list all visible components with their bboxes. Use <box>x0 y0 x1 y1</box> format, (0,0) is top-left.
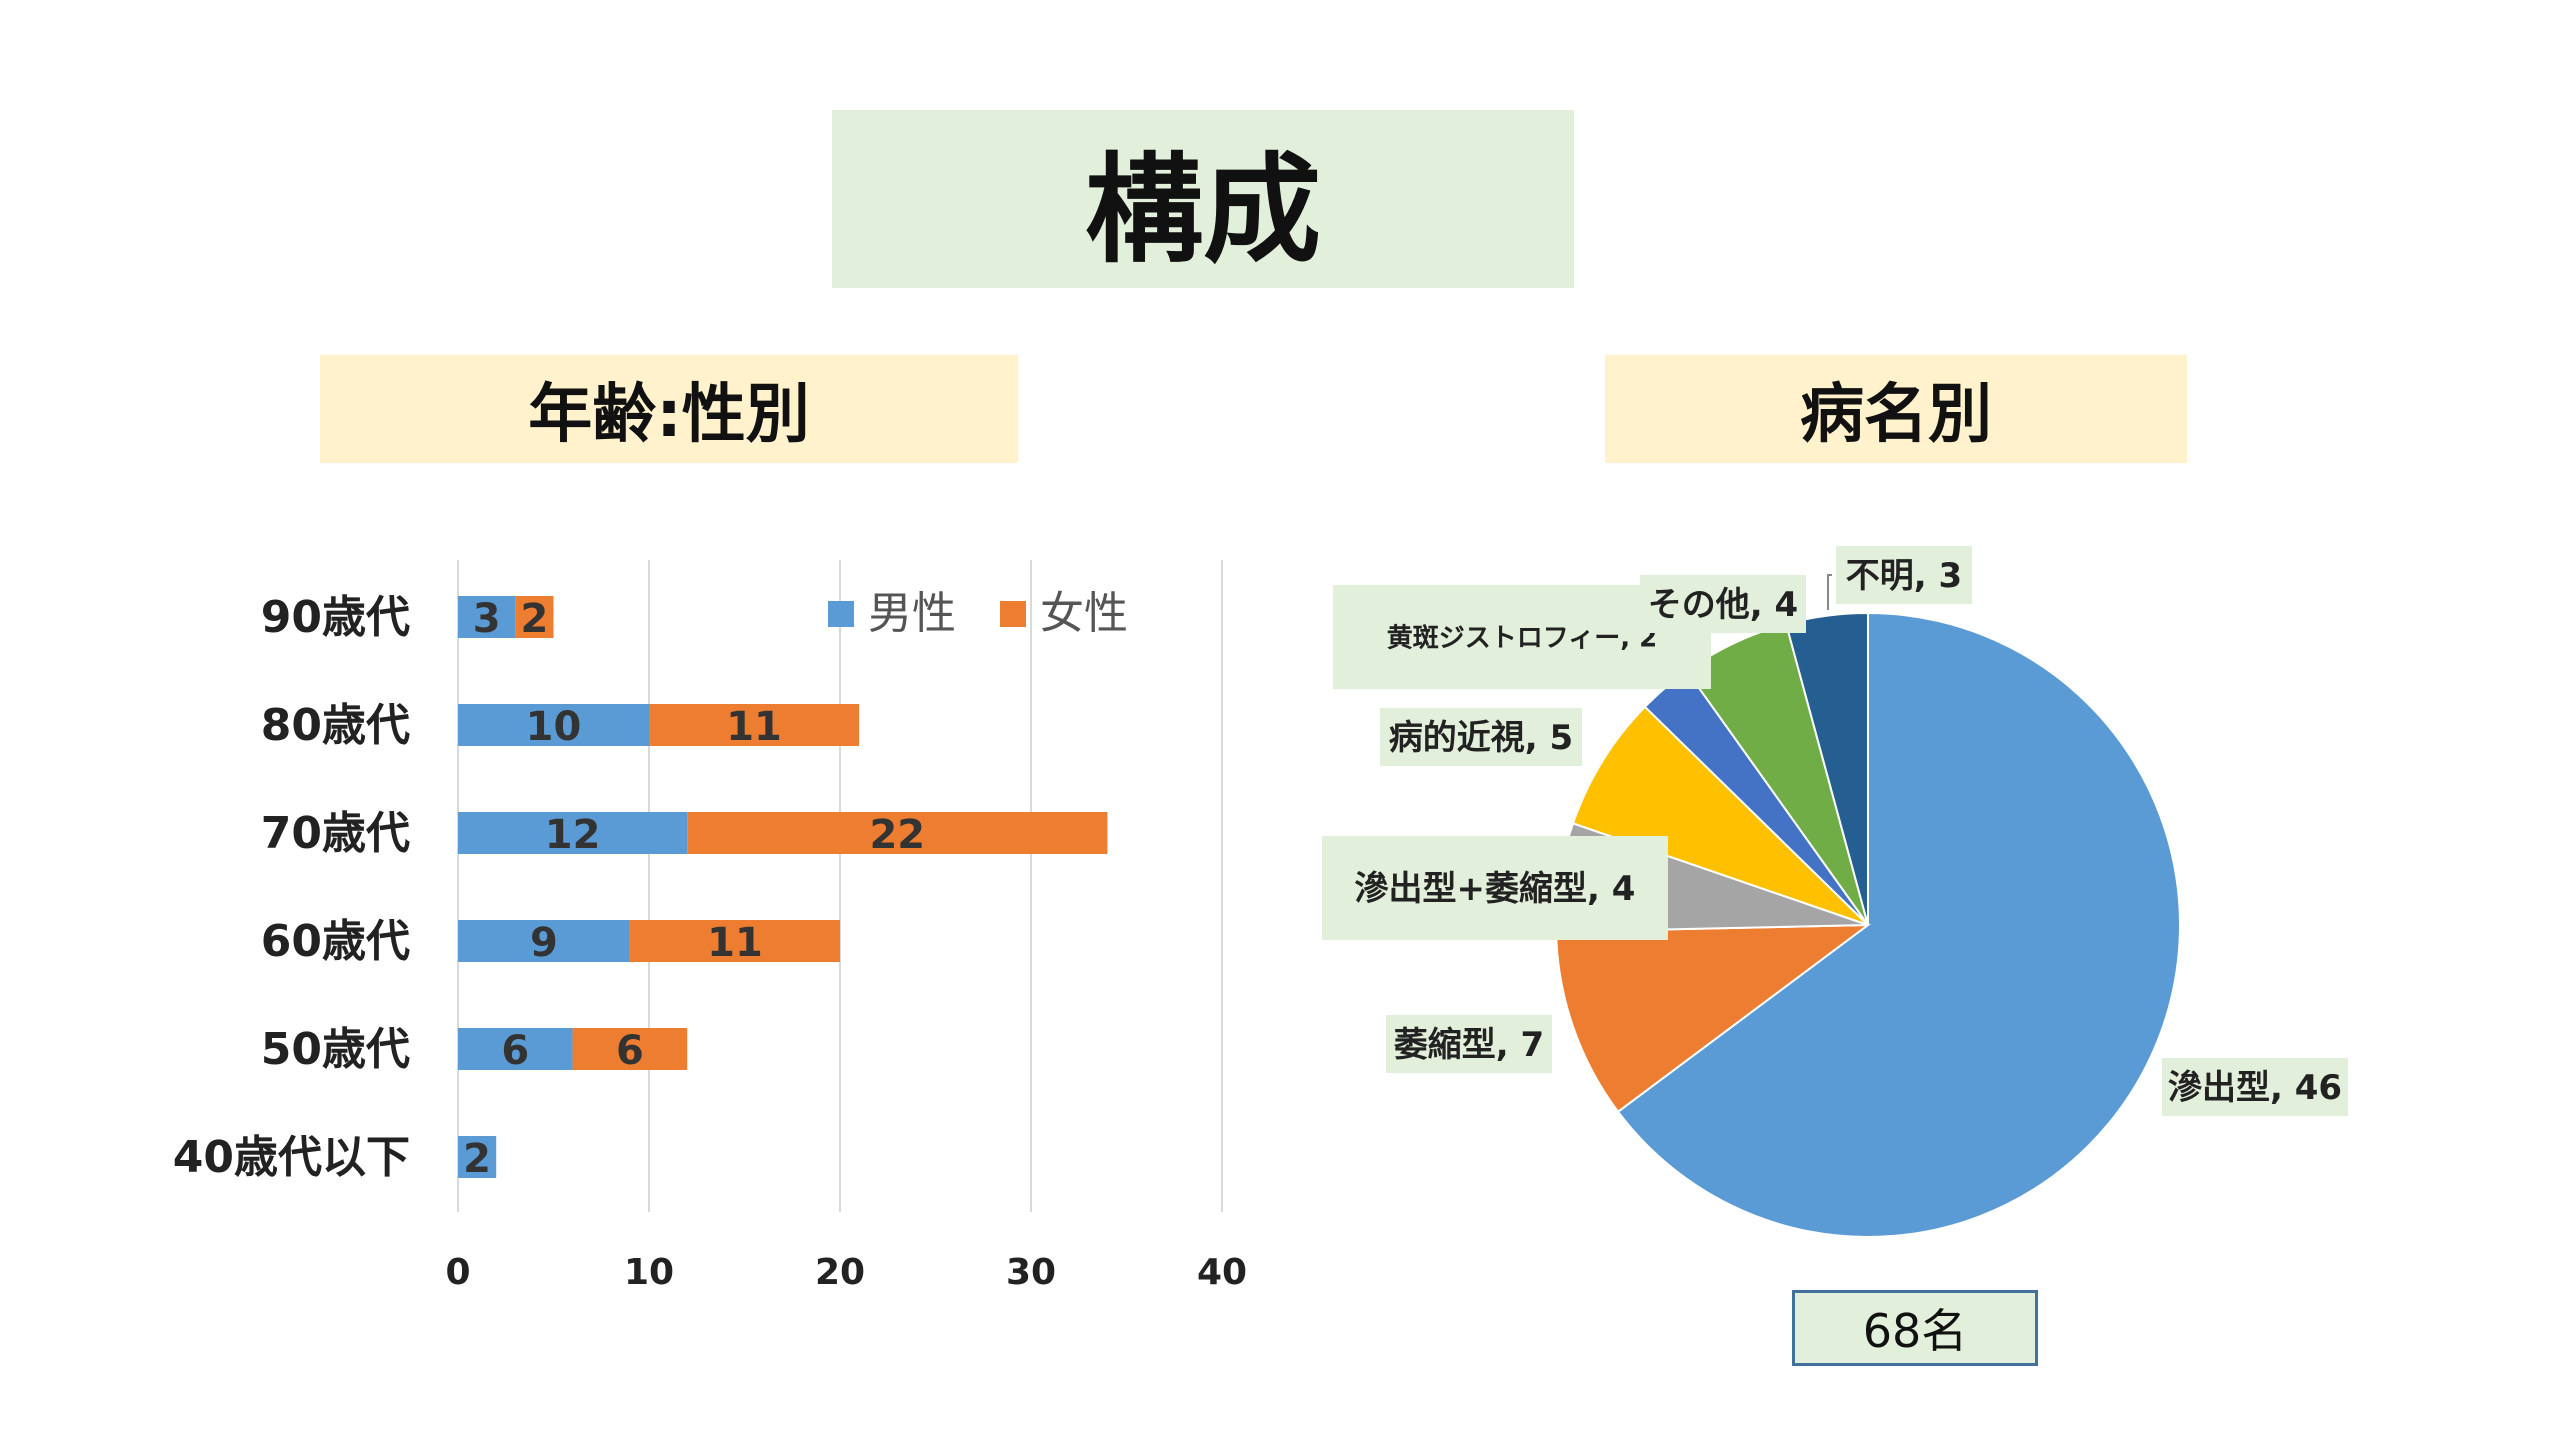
pie-label: 萎縮型, 7 <box>1394 1025 1544 1065</box>
bar-segment <box>629 920 840 962</box>
legend-swatch <box>1000 601 1026 627</box>
pie-label: 病的近視, 5 <box>1389 718 1573 758</box>
category-label: 80歳代 <box>261 700 410 751</box>
pie-label-box <box>1386 1015 1552 1073</box>
data-label: 12 <box>545 812 601 858</box>
bar-segment <box>687 812 1108 854</box>
x-tick-label: 10 <box>624 1252 674 1293</box>
data-label: 11 <box>707 920 763 966</box>
x-tick-label: 30 <box>1006 1252 1056 1293</box>
legend-swatch <box>828 601 854 627</box>
bar-segment <box>458 1136 497 1178</box>
bar-segment <box>649 704 860 746</box>
category-label: 70歳代 <box>261 808 410 859</box>
legend-entry: 男性 <box>868 588 956 639</box>
x-tick-label: 40 <box>1197 1252 1247 1293</box>
pie-label: 黄斑ジストロフィー, 2 <box>1387 623 1658 653</box>
data-label: 11 <box>726 704 782 750</box>
bar-segment <box>515 596 554 638</box>
total-count-box: 68名 <box>1792 1290 2038 1366</box>
pie-label-box <box>1380 708 1582 766</box>
pie-label: その他, 4 <box>1648 585 1798 625</box>
disease-subtitle: 病名別 <box>1605 355 2187 463</box>
pie-slice <box>1571 705 1869 926</box>
bar-segment <box>572 1028 688 1070</box>
data-label: 9 <box>530 920 558 966</box>
data-label: 2 <box>520 596 548 642</box>
page-title: 構成 <box>832 110 1574 288</box>
x-tick-label: 0 <box>445 1252 470 1293</box>
data-label: 6 <box>501 1028 529 1074</box>
bar-segment <box>458 596 516 638</box>
data-label: 3 <box>473 596 501 642</box>
data-label: 2 <box>463 1136 491 1182</box>
data-label: 10 <box>526 704 582 750</box>
bar-segment <box>458 920 630 962</box>
pie-label: 不明, 3 <box>1846 556 1962 596</box>
category-label: 60歳代 <box>261 916 410 967</box>
data-label: 6 <box>616 1028 644 1074</box>
bar-segment <box>458 704 649 746</box>
pie-label: 滲出型, 46 <box>2168 1068 2342 1108</box>
pie-label-box <box>1836 546 1972 604</box>
bar-segment <box>458 1028 573 1070</box>
age-gender-subtitle: 年齢:性別 <box>320 355 1018 463</box>
pie-label: 滲出型+萎縮型, 4 <box>1355 869 1636 909</box>
category-label: 40歳代以下 <box>173 1132 410 1183</box>
pie-label-box <box>1640 575 1806 633</box>
pie-slice <box>1616 611 2181 1238</box>
data-label: 22 <box>869 812 925 858</box>
category-label: 50歳代 <box>261 1024 410 1075</box>
x-tick-label: 20 <box>815 1252 865 1293</box>
bar-segment <box>458 812 688 854</box>
pie-leader-line <box>1827 574 1832 610</box>
category-label: 90歳代 <box>261 592 410 643</box>
pie-label-box <box>1322 836 1668 940</box>
pie-label-box <box>2162 1058 2348 1116</box>
pie-slice <box>1555 923 1872 1114</box>
legend-entry: 女性 <box>1040 588 1128 639</box>
